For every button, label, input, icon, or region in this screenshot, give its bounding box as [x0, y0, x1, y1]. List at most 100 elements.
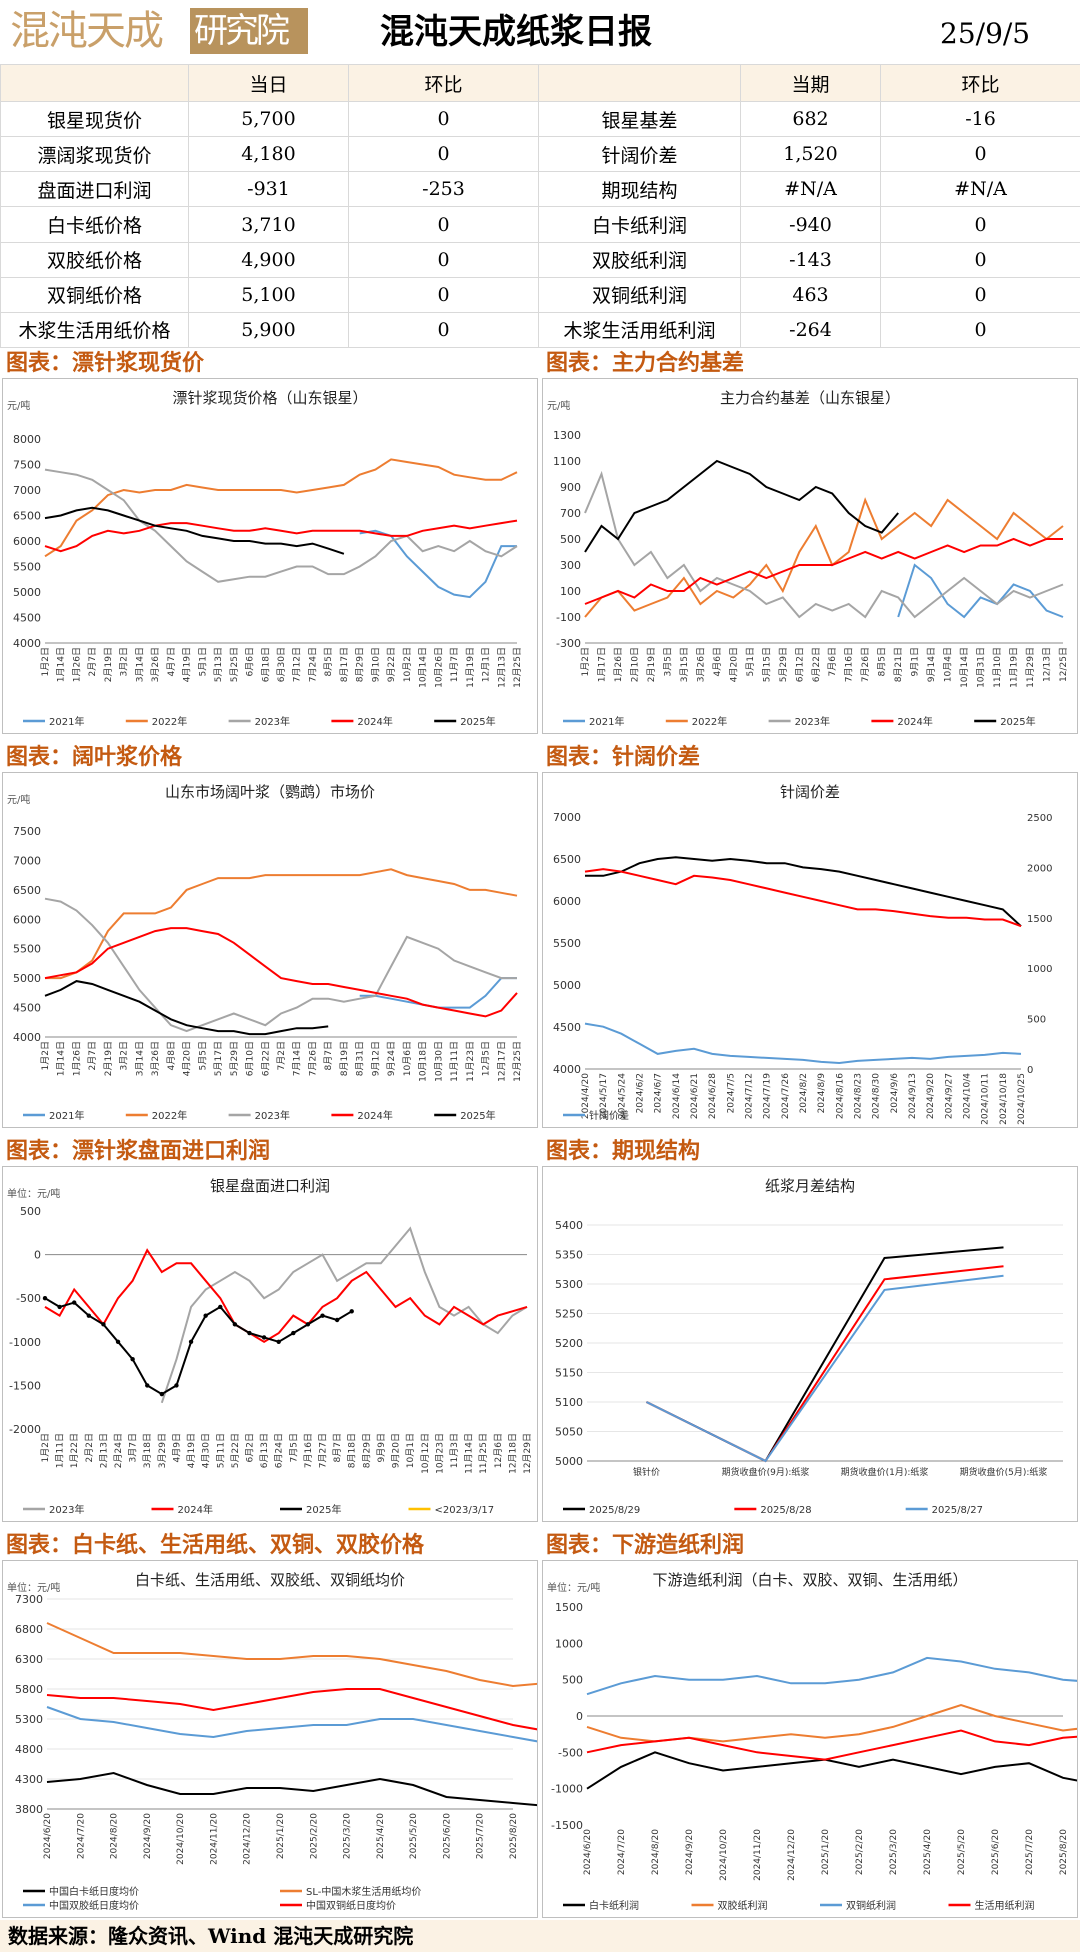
series-point	[86, 1313, 92, 1318]
y2-tick-label: 500	[1027, 1015, 1046, 1026]
series-point	[101, 1322, 106, 1327]
table-cell: 双铜纸价格	[0, 276, 189, 313]
legend-label: 2025/8/27	[932, 1505, 983, 1516]
x-tick-label: 3月18日	[142, 1433, 153, 1468]
series-line-4	[44, 980, 329, 1036]
x-tick-label: 2024/8/20	[110, 1813, 120, 1859]
x-tick-label: 4月9日	[171, 1433, 182, 1462]
y-tick-label: 1100	[553, 455, 581, 468]
table-cell: #N/A	[880, 171, 1080, 208]
x-tick-label: 11月29日	[1025, 647, 1036, 688]
x-tick-label: 3月26日	[695, 647, 706, 682]
series-line-1	[584, 497, 1064, 618]
x-tick-label: 2024/8/9	[817, 1073, 827, 1114]
x-tick-label: 1月2日	[580, 647, 591, 676]
x-tick-label: 6月30日	[276, 647, 287, 682]
chart-unit-label: 单位：元/吨	[7, 1581, 60, 1594]
x-tick-label: 11月23日	[465, 1041, 476, 1082]
x-tick-label: 7月6日	[827, 647, 838, 676]
table-cell: 5,100	[188, 276, 349, 313]
chart-title: 山东市场阔叶浆（鹦鹉）市场价	[165, 783, 375, 801]
x-tick-label: 2024/6/14	[672, 1073, 682, 1119]
x-tick-label: 2024/6/28	[708, 1073, 718, 1119]
x-tick-label: 2024/6/2	[636, 1073, 646, 1113]
table-cell: 5,700	[188, 101, 349, 138]
x-tick-label: 2025/2/20	[855, 1829, 865, 1875]
section-title-downstream-profit: 图表：下游造纸利润	[546, 1532, 745, 1558]
y-tick-label: 6000	[553, 895, 581, 908]
x-tick-label: 3月29日	[157, 1433, 168, 1468]
table-cell: 双胶纸利润	[538, 241, 741, 278]
x-tick-label: 2024/10/20	[176, 1813, 186, 1865]
chart-svg: 主力合约基差（山东银星） 元/吨 -300 -100 100 300 500 700 900 11…	[547, 389, 1069, 728]
table-row: 双铜纸价格 5,100 0 双铜纸利润 463 0	[0, 276, 1080, 313]
chart-title: 针阔价差	[780, 783, 840, 801]
x-tick-label: 5月1日	[745, 647, 756, 676]
x-tick-label: 6月22日	[811, 647, 822, 682]
table-row: 白卡纸价格 3,710 0 白卡纸利润 -940 0	[0, 206, 1080, 243]
legend-label: 2021年	[589, 715, 624, 728]
y-tick-label: 6000	[13, 913, 41, 926]
y-tick-label: 5050	[555, 1426, 583, 1439]
table-row: 盘面进口利润 -931 -253 期现结构 #N/A #N/A	[0, 171, 1080, 208]
x-tick-label: 9月24日	[386, 1041, 397, 1076]
x-tick-label: 5月29日	[778, 647, 789, 682]
x-tick-label: 8月7日	[323, 1041, 334, 1070]
x-tick-label: 7月14日	[292, 1041, 303, 1076]
table-row: 木浆生活用纸价格 5,900 0 木浆生活用纸利润 -264 0	[0, 311, 1080, 349]
series-point	[42, 1296, 48, 1301]
legend-label: 2025年	[460, 1109, 495, 1122]
logo: 混沌天成 研究院	[10, 6, 308, 56]
x-tick-label: 2024/7/12	[745, 1073, 755, 1119]
table-cell: 木浆生活用纸价格	[0, 311, 189, 349]
x-tick-label: 6月10日	[245, 1041, 256, 1076]
legend-label: 中国双胶纸日度均价	[49, 1899, 139, 1912]
x-tick-label: 2025/4/20	[923, 1829, 933, 1875]
series-line-1	[44, 458, 518, 558]
y-tick-label: 4500	[13, 1002, 41, 1015]
x-tick-label: 5月29日	[229, 1041, 240, 1076]
x-tick-label: 12月6日	[493, 1433, 504, 1468]
x-tick-label: 4月20日	[728, 647, 739, 682]
x-tick-label: 5月17日	[213, 1041, 224, 1076]
x-tick-label: 2025/3/20	[889, 1829, 899, 1875]
x-tick-label: 2月19日	[646, 647, 657, 682]
x-tick-label: 2024/12/20	[243, 1813, 253, 1865]
y-tick-label: 1500	[555, 1601, 583, 1614]
y-tick-label: 500	[560, 533, 581, 546]
x-tick-label: 3月26日	[150, 1041, 161, 1076]
legend-label: 2024年	[178, 1503, 213, 1516]
table-cell: 0	[880, 311, 1080, 349]
legend-label: SL-中国木浆生活用纸均价	[306, 1885, 421, 1898]
series-point	[145, 1383, 150, 1388]
y-tick-label: 6500	[553, 853, 581, 866]
x-tick-label: 3月15日	[679, 647, 690, 682]
x-tick-label: 7月5日	[288, 1433, 299, 1462]
x-tick-label: 9月9日	[376, 1433, 387, 1462]
chart-panel-1: 漂针浆现货价格（山东银星） 元/吨 4000 4500 5000 5500 6000 6500…	[2, 378, 538, 734]
x-tick-label: 8月18日	[347, 1433, 358, 1468]
x-tick-label: 9月22日	[386, 647, 397, 682]
legend-label: 2021年	[49, 1109, 84, 1122]
x-tick-label: 期货收盘价(5月):纸浆	[960, 1466, 1048, 1478]
x-tick-label: 1月26日	[71, 1041, 82, 1076]
x-tick-label: 1月2日	[40, 1041, 51, 1070]
chart-panel-2: 主力合约基差（山东银星） 元/吨 -300 -100 100 300 500 700 900 11…	[542, 378, 1078, 734]
x-tick-label: 4月6日	[712, 647, 723, 676]
x-tick-label: 6月2日	[244, 1433, 255, 1462]
x-tick-label: 4月19日	[182, 647, 193, 682]
x-tick-label: 2月19日	[103, 1041, 114, 1076]
y-tick-label: 300	[560, 559, 581, 572]
x-tick-label: 10月1日	[405, 1433, 416, 1468]
legend-label: 2023年	[49, 1503, 84, 1516]
x-tick-label: 2025/7/20	[1025, 1829, 1035, 1875]
chart-title: 下游造纸利润（白卡、双胶、双铜、生活用纸）	[652, 1571, 967, 1589]
chart-panel-8: 下游造纸利润（白卡、双胶、双铜、生活用纸） 单位：元/吨 -1500 -1000 -50…	[542, 1560, 1078, 1918]
chart-title: 银星盘面进口利润	[210, 1177, 330, 1195]
legend-label: 2025年	[460, 715, 495, 728]
x-tick-label: 2024/8/2	[799, 1073, 809, 1113]
chart-unit-label: 单位：元/吨	[547, 1581, 600, 1594]
logo-text: 混沌天成	[10, 8, 164, 54]
x-tick-label: 12/25日	[1058, 647, 1069, 682]
x-tick-label: 7月24日	[307, 647, 318, 682]
